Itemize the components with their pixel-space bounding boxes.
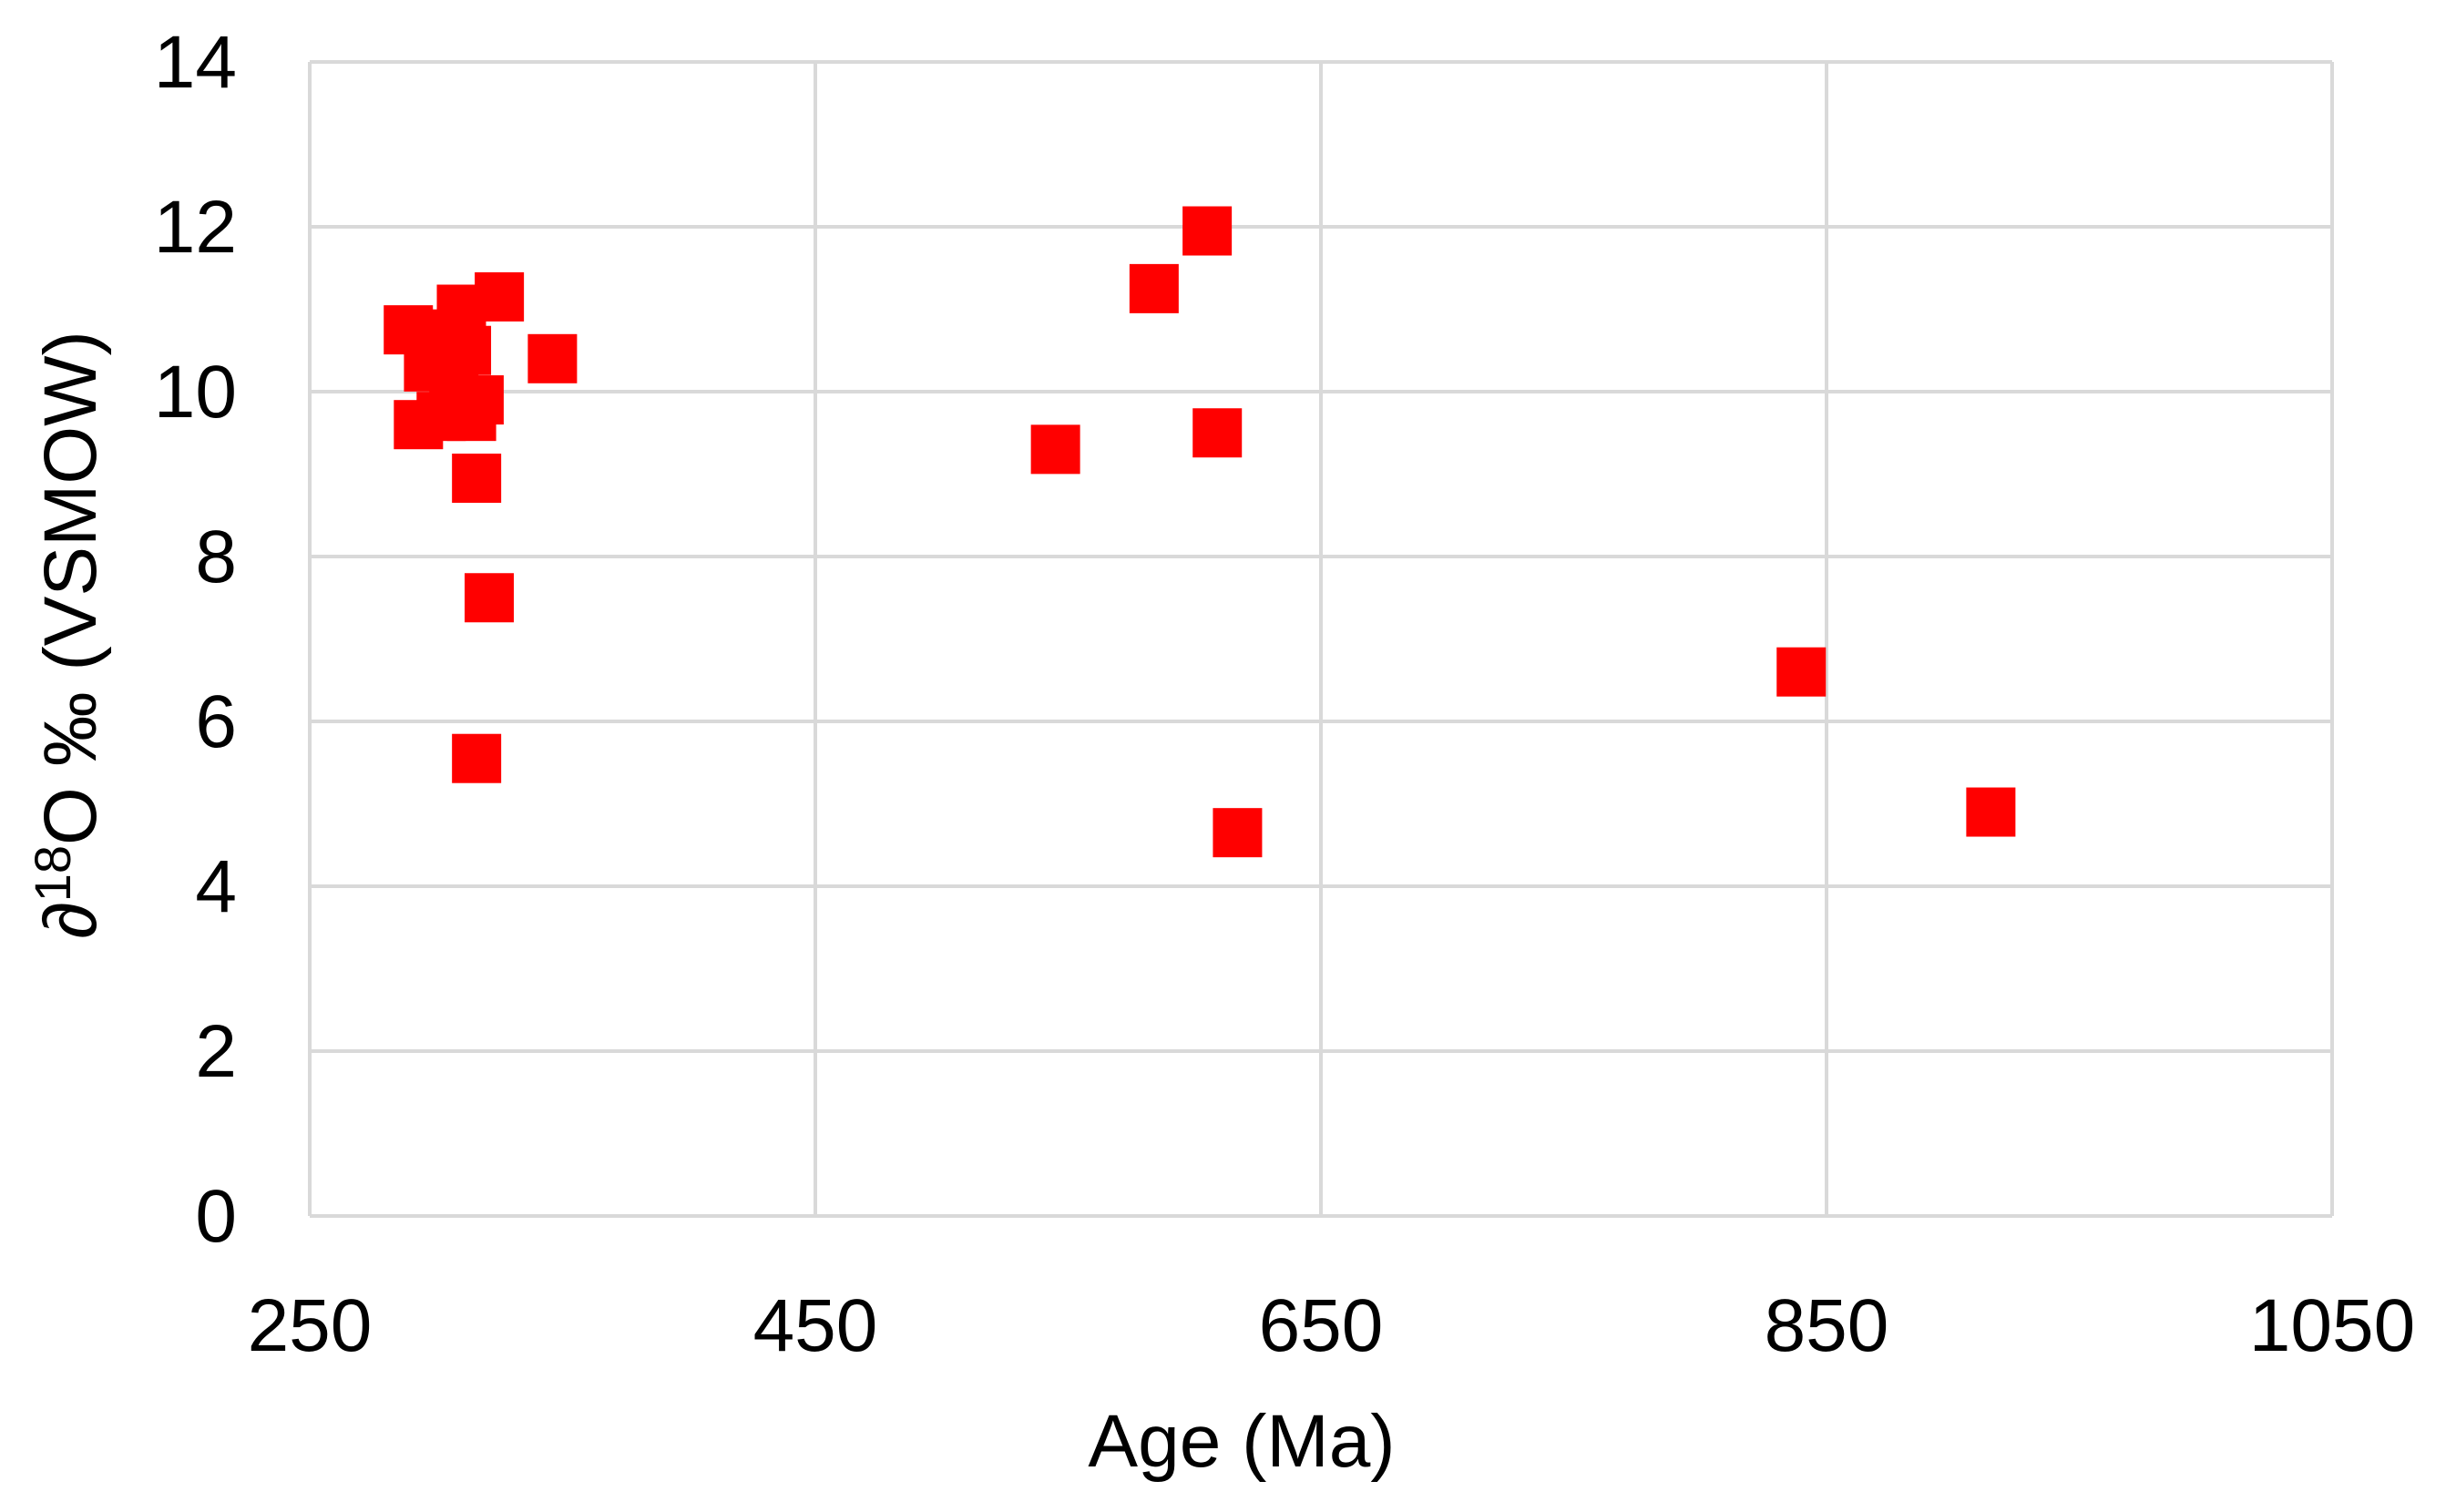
tick-labels: 0 2 4 6 8 10 12 14 250 450 650 850 1050 [154, 21, 2415, 1367]
data-point [1966, 787, 2016, 837]
y-tick-label: 14 [154, 21, 237, 104]
y-axis-title-symbol: ∂ [29, 902, 112, 939]
data-point [465, 573, 515, 623]
data-point [452, 733, 502, 783]
data-points [384, 206, 2016, 858]
data-point [452, 454, 502, 504]
y-axis-title-rest: O ‰ (VSMOW) [29, 331, 112, 845]
data-point [475, 271, 525, 322]
y-tick-label: 12 [154, 186, 237, 269]
data-point [1213, 808, 1263, 858]
x-tick-label: 650 [1259, 1284, 1384, 1367]
data-point [1192, 408, 1243, 458]
x-tick-label: 1050 [2249, 1284, 2415, 1367]
y-axis-title: ∂18O ‰ (VSMOW) [24, 331, 112, 939]
data-point [527, 333, 578, 383]
y-axis-title-superscript: 18 [24, 845, 81, 902]
y-tick-label: 8 [195, 516, 237, 598]
y-tick-label: 2 [195, 1010, 237, 1093]
y-tick-label: 4 [195, 845, 237, 928]
axes [308, 62, 2332, 1218]
data-point [1030, 424, 1080, 475]
grid [310, 60, 2334, 1216]
x-tick-label: 250 [248, 1284, 373, 1367]
y-tick-label: 6 [195, 680, 237, 763]
x-axis-title: Age (Ma) [1088, 1400, 1395, 1483]
x-tick-label: 850 [1765, 1284, 1889, 1367]
data-point [454, 375, 504, 425]
data-point [442, 325, 492, 375]
data-point [1182, 206, 1233, 256]
data-point [1129, 263, 1179, 313]
y-tick-label: 0 [195, 1175, 237, 1258]
data-point [1776, 647, 1827, 697]
x-tick-label: 450 [753, 1284, 878, 1367]
y-tick-label: 10 [154, 351, 237, 434]
